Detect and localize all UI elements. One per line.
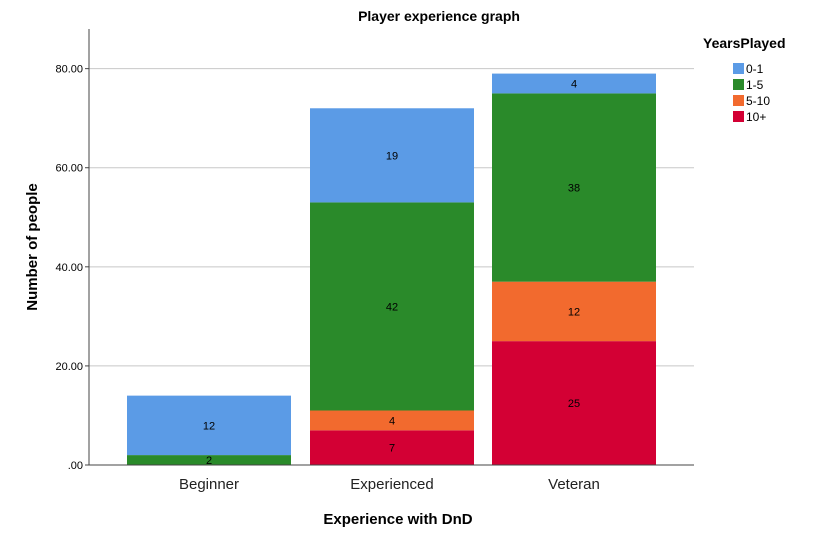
bar-segment-beginner-0-1	[127, 395, 291, 456]
legend-title: YearsPlayed	[703, 35, 786, 51]
y-tick-label: 40.00	[55, 262, 83, 274]
legend-swatch-0-1	[733, 63, 744, 74]
y-tick-label: 80.00	[55, 64, 83, 76]
legend-swatch-5-10	[733, 95, 744, 106]
bar-segment-veteran-10	[492, 341, 656, 465]
data-label-veteran-10: 25	[568, 398, 580, 410]
x-category-label: Beginner	[179, 476, 239, 493]
x-axis-title: Experience with DnD	[323, 511, 472, 528]
legend-label-1-5: 1-5	[746, 78, 764, 92]
data-label-veteran-1-5: 38	[568, 183, 580, 195]
bar-segment-experienced-1-5	[310, 202, 474, 411]
x-category-label: Veteran	[548, 476, 600, 493]
data-labels: 2 12 7 4 42 19 25 12 38 4	[203, 79, 580, 468]
y-tick-label: 20.00	[55, 361, 83, 373]
y-tick-label: .00	[68, 460, 83, 472]
x-category-labels: Beginner Experienced Veteran	[179, 476, 600, 493]
axes	[85, 29, 694, 466]
legend: YearsPlayed 0-1 1-5 5-10 10+	[703, 35, 786, 124]
data-label-veteran-5-10: 12	[568, 306, 580, 318]
legend-swatch-10	[733, 111, 744, 122]
bars	[127, 73, 656, 465]
data-label-experienced-1-5: 42	[386, 301, 398, 313]
bar-segment-experienced-5-10	[310, 410, 474, 431]
y-tick-label: 60.00	[55, 163, 83, 175]
y-axis-title: Number of people	[24, 183, 41, 311]
y-tick-labels: .00 20.00 40.00 60.00 80.00	[55, 64, 83, 472]
legend-swatch-1-5	[733, 79, 744, 90]
legend-label-0-1: 0-1	[746, 62, 764, 76]
chart-title: Player experience graph	[358, 8, 520, 24]
legend-label-10: 10+	[746, 110, 766, 124]
data-label-experienced-5-10: 4	[389, 415, 395, 427]
bar-segment-beginner-1-5	[127, 455, 291, 465]
x-category-label: Experienced	[350, 476, 433, 493]
bar-segment-veteran-5-10	[492, 281, 656, 342]
bar-segment-veteran-1-5	[492, 93, 656, 282]
bar-segment-experienced-0-1	[310, 108, 474, 203]
data-label-experienced-10: 7	[389, 443, 395, 455]
legend-label-5-10: 5-10	[746, 94, 770, 108]
bar-segment-veteran-0-1	[492, 73, 656, 94]
data-label-veteran-0-1: 4	[571, 79, 577, 91]
data-label-experienced-0-1: 19	[386, 150, 398, 162]
data-label-beginner-1-5: 2	[206, 455, 212, 467]
data-label-beginner-0-1: 12	[203, 420, 215, 432]
bar-segment-experienced-10	[310, 430, 474, 465]
